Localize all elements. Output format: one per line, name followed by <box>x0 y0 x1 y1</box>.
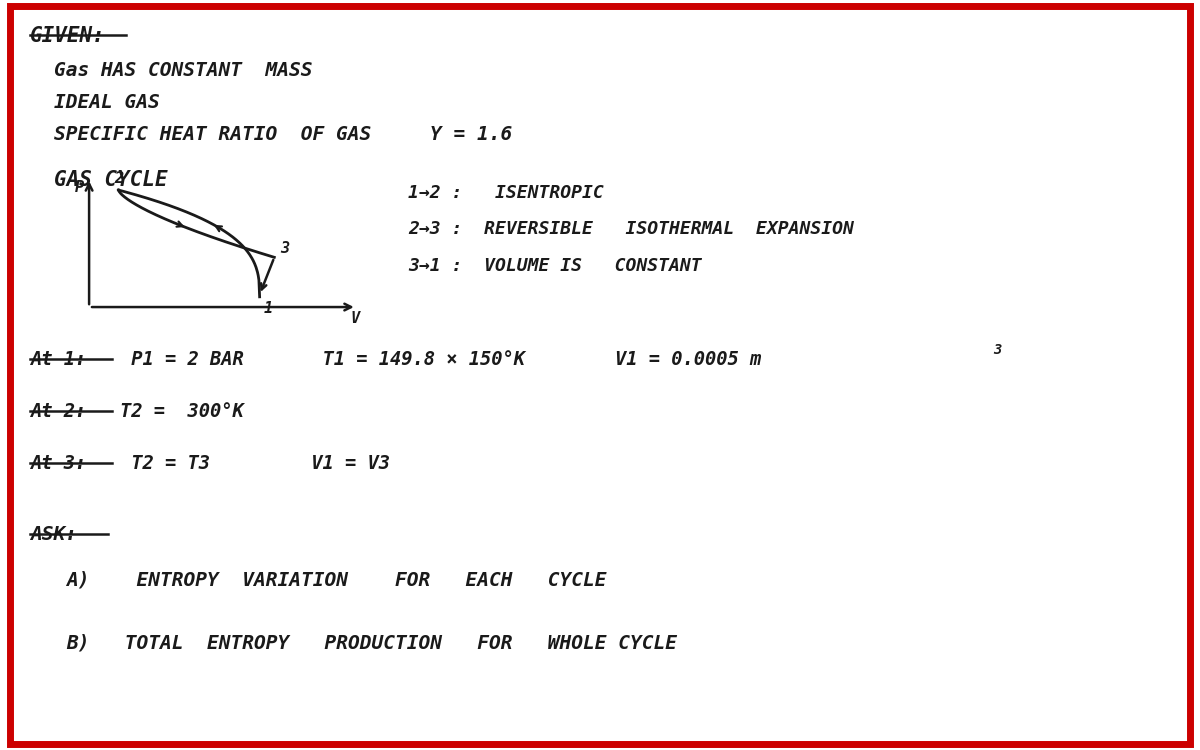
Text: A)    ENTROPY  VARIATION    FOR   EACH   CYCLE: A) ENTROPY VARIATION FOR EACH CYCLE <box>66 570 606 589</box>
Text: 2→3 :  REVERSIBLE   ISOTHERMAL  EXPANSION: 2→3 : REVERSIBLE ISOTHERMAL EXPANSION <box>408 220 854 238</box>
Text: ASK:: ASK: <box>30 525 77 544</box>
Text: V: V <box>350 311 360 326</box>
Text: SPECIFIC HEAT RATIO  OF GAS     Y = 1.6: SPECIFIC HEAT RATIO OF GAS Y = 1.6 <box>54 124 512 143</box>
Text: GAS CYCLE: GAS CYCLE <box>54 170 168 190</box>
Text: B)   TOTAL  ENTROPY   PRODUCTION   FOR   WHOLE CYCLE: B) TOTAL ENTROPY PRODUCTION FOR WHOLE CY… <box>66 634 677 652</box>
Text: At 3:    T2 = T3         V1 = V3: At 3: T2 = T3 V1 = V3 <box>30 454 390 472</box>
Text: 3→1 :  VOLUME IS   CONSTANT: 3→1 : VOLUME IS CONSTANT <box>408 257 702 275</box>
Text: 1: 1 <box>264 302 274 316</box>
Text: At 1:    P1 = 2 BAR       T1 = 149.8 × 150°K        V1 = 0.0005 m: At 1: P1 = 2 BAR T1 = 149.8 × 150°K V1 =… <box>30 350 761 369</box>
Text: 2: 2 <box>114 171 124 186</box>
Text: At 2:   T2 =  300°K: At 2: T2 = 300°K <box>30 402 244 421</box>
Text: Gas HAS CONSTANT  MASS: Gas HAS CONSTANT MASS <box>54 62 312 80</box>
Text: GIVEN:: GIVEN: <box>30 26 106 46</box>
Text: 3: 3 <box>994 343 1002 357</box>
Text: P: P <box>74 180 84 195</box>
Text: 3: 3 <box>281 241 289 256</box>
Text: IDEAL GAS: IDEAL GAS <box>54 93 160 112</box>
Text: 1→2 :   ISENTROPIC: 1→2 : ISENTROPIC <box>408 184 604 202</box>
